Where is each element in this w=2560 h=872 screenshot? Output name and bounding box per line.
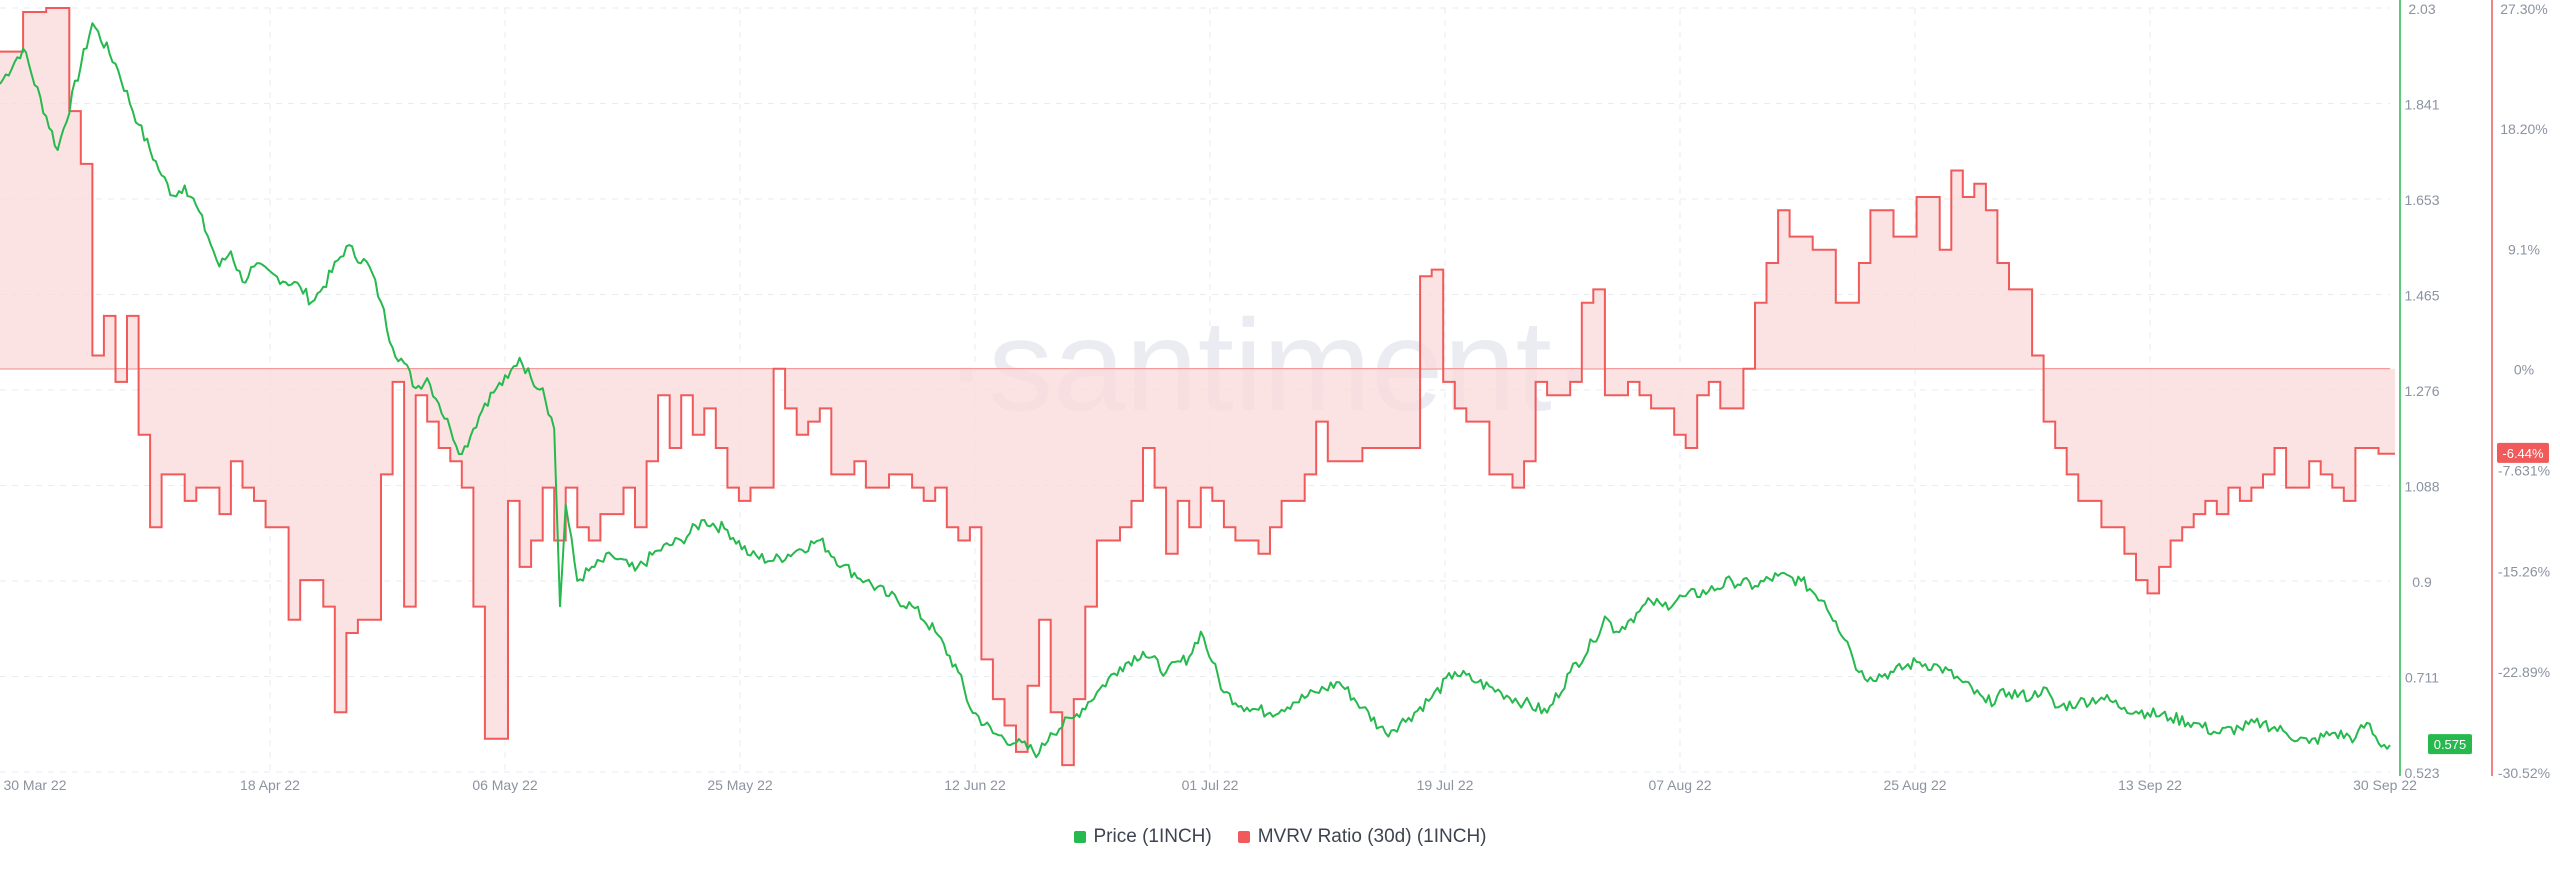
price-tick-label: 0.9 [2412,574,2432,590]
mvrv-current-label: -6.44% [2502,446,2544,461]
mvrv-axis: 27.30% 18.20% 9.1% 0% -7.631% -15.26% -22.89% -… [2491,0,2550,781]
mvrv-tick-label: -22.89% [2498,664,2550,680]
x-axis: 30 Mar 22 18 Apr 22 06 May 22 25 May 22 12 J… [3,777,2417,793]
x-tick-label: 07 Aug 22 [1648,777,1711,793]
mvrv-tick-label: 27.30% [2500,1,2547,17]
x-tick-label: 25 May 22 [707,777,773,793]
price-tick-label: 0.523 [2404,765,2439,781]
legend-label-mvrv: MVRV Ratio (30d) (1INCH) [1257,826,1487,847]
mvrv-area [0,8,2395,766]
x-tick-label: 19 Jul 22 [1417,777,1474,793]
price-tick-label: 1.276 [2404,383,2439,399]
legend-item-mvrv[interactable]: MVRV Ratio (30d) (1INCH) [1237,826,1487,848]
mvrv-tick-label: -30.52% [2498,765,2550,781]
current-value-badges: 0.575 -6.44% [2428,442,2549,755]
price-line [0,22,2391,759]
price-tick-label: 1.841 [2404,97,2439,113]
price-tick-label: 0.711 [2405,670,2439,686]
price-current-badge [2428,734,2472,755]
legend-item-price[interactable]: Price (1INCH) [1073,826,1212,848]
legend-swatch-mvrv [1237,831,1250,843]
price-axis: 2.03 1.841 1.653 1.465 1.276 1.088 0.9 0.711 0.5… [2399,0,2440,781]
price-current-label: 0.575 [2434,737,2467,752]
x-tick-label: 01 Jul 22 [1182,777,1239,793]
price-tick-label: 1.465 [2404,288,2439,304]
x-tick-label: 18 Apr 22 [240,777,300,793]
mvrv-tick-label: 0% [2514,362,2534,378]
grid-layer [0,7,2390,773]
legend-swatch-price [1073,831,1086,843]
mvrv-tick-label: -7.631% [2498,463,2550,479]
x-tick-label: 13 Sep 22 [2118,777,2182,793]
x-tick-label: 30 Sep 22 [2353,777,2417,793]
legend: Price (1INCH) MVRV Ratio (30d) (1INCH) [0,822,2560,852]
mvrv-tick-label: 9.1% [2508,241,2540,257]
x-tick-label: 25 Aug 22 [1883,777,1946,793]
price-tick-label: 1.088 [2404,479,2439,495]
mvrv-tick-label: 18.20% [2500,121,2547,137]
mvrv-current-badge [2497,442,2549,463]
price-tick-label: 2.03 [2408,1,2435,17]
mvrv-tick-label: -15.26% [2498,563,2550,579]
x-tick-label: 12 Jun 22 [944,777,1006,793]
x-tick-label: 06 May 22 [472,777,538,793]
price-tick-label: 1.653 [2404,192,2439,208]
mvrv-line [0,7,2395,767]
series-layer [0,7,2395,767]
x-tick-label: 30 Mar 22 [3,777,66,793]
legend-label-price: Price (1INCH) [1093,826,1212,847]
